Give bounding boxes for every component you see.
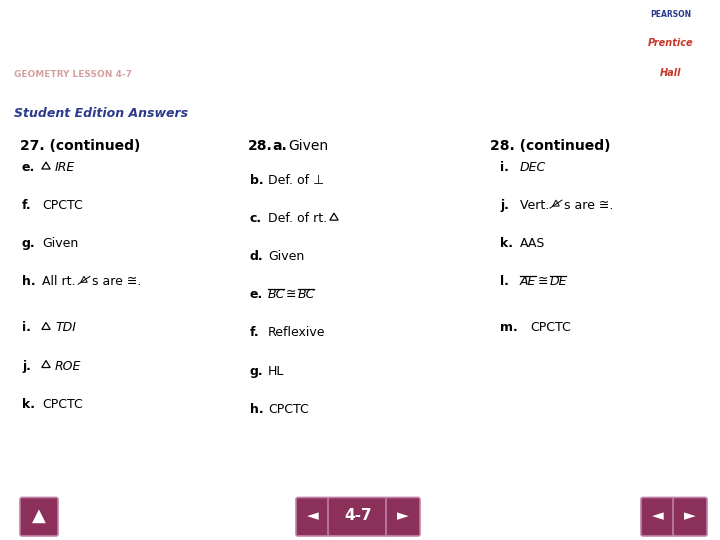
Text: Prentice: Prentice: [648, 38, 694, 48]
Text: 4-7: 4-7: [344, 508, 372, 523]
FancyBboxPatch shape: [328, 497, 388, 536]
Text: 28. (continued): 28. (continued): [490, 139, 611, 153]
Text: j.: j.: [22, 360, 31, 373]
Text: ►: ►: [397, 508, 409, 523]
Text: g.: g.: [22, 237, 35, 250]
Text: Reflexive: Reflexive: [268, 326, 325, 340]
Text: LESSON: LESSON: [337, 476, 383, 485]
Text: DEC: DEC: [520, 161, 546, 174]
Text: DE: DE: [550, 275, 567, 288]
FancyBboxPatch shape: [386, 497, 420, 536]
Text: e.: e.: [250, 288, 264, 301]
Text: ◄: ◄: [307, 508, 319, 523]
Text: Student Edition Answers: Student Edition Answers: [14, 106, 189, 120]
Text: m.: m.: [500, 321, 518, 334]
Text: ►: ►: [684, 508, 696, 523]
Text: TDI: TDI: [55, 321, 76, 334]
Text: i.: i.: [500, 161, 509, 174]
Text: IRE: IRE: [55, 161, 76, 174]
Text: BC: BC: [298, 288, 315, 301]
Text: MAIN MENU: MAIN MENU: [29, 476, 98, 485]
FancyBboxPatch shape: [20, 497, 58, 536]
Text: b.: b.: [250, 174, 264, 187]
Text: ROE: ROE: [55, 360, 81, 373]
Text: 28.: 28.: [248, 139, 273, 153]
Text: Hall: Hall: [660, 68, 682, 78]
Text: Using Corresponding Parts of Congruent Triangles: Using Corresponding Parts of Congruent T…: [14, 28, 546, 47]
Text: i.: i.: [22, 321, 31, 334]
Text: c.: c.: [250, 212, 262, 225]
FancyBboxPatch shape: [641, 497, 675, 536]
Text: f.: f.: [250, 326, 260, 340]
Text: k.: k.: [22, 397, 35, 410]
Text: AE: AE: [520, 275, 536, 288]
Text: g.: g.: [250, 364, 264, 377]
FancyBboxPatch shape: [673, 497, 707, 536]
Text: l.: l.: [500, 275, 509, 288]
Text: s are ≅.: s are ≅.: [564, 199, 613, 212]
Text: Given: Given: [268, 250, 305, 263]
Text: Given: Given: [42, 237, 78, 250]
FancyBboxPatch shape: [632, 8, 710, 92]
Text: ≅: ≅: [538, 275, 549, 288]
Text: CPCTC: CPCTC: [268, 403, 309, 416]
Text: Vert.: Vert.: [520, 199, 553, 212]
Text: CPCTC: CPCTC: [42, 199, 83, 212]
Text: ▲: ▲: [32, 507, 46, 525]
Text: PEARSON: PEARSON: [650, 10, 692, 19]
Text: BC: BC: [268, 288, 285, 301]
Text: ≅: ≅: [286, 288, 297, 301]
Text: d.: d.: [250, 250, 264, 263]
Text: e.: e.: [22, 161, 35, 174]
Text: j.: j.: [500, 199, 509, 212]
Text: PAGE: PAGE: [661, 476, 691, 485]
Text: 27. (continued): 27. (continued): [20, 139, 140, 153]
Text: ◄: ◄: [652, 508, 664, 523]
Text: h.: h.: [22, 275, 35, 288]
Text: Def. of rt.: Def. of rt.: [268, 212, 331, 225]
Text: f.: f.: [22, 199, 32, 212]
Text: k.: k.: [500, 237, 513, 250]
Text: All rt.: All rt.: [42, 275, 79, 288]
Text: a.: a.: [272, 139, 287, 153]
FancyBboxPatch shape: [296, 497, 330, 536]
Text: AAS: AAS: [520, 237, 545, 250]
Text: CPCTC: CPCTC: [530, 321, 571, 334]
Text: CPCTC: CPCTC: [42, 397, 83, 410]
Text: GEOMETRY LESSON 4-7: GEOMETRY LESSON 4-7: [14, 70, 132, 79]
Text: s are ≅.: s are ≅.: [92, 275, 141, 288]
Text: h.: h.: [250, 403, 264, 416]
Text: Def. of ⊥: Def. of ⊥: [268, 174, 324, 187]
Text: HL: HL: [268, 364, 284, 377]
Text: Given: Given: [288, 139, 328, 153]
